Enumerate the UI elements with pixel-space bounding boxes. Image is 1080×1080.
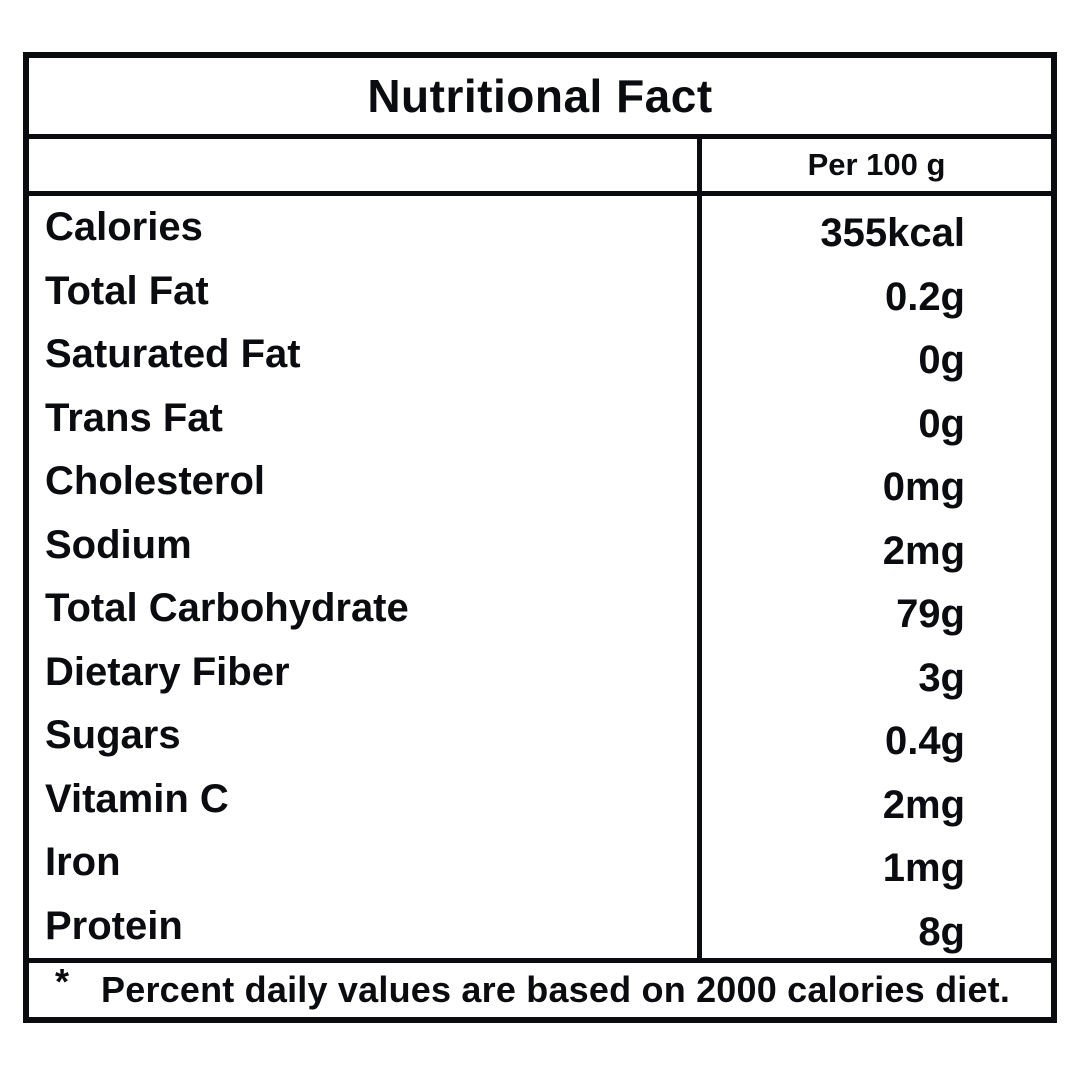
table-row: Cholesterol 0mg [29, 450, 1051, 514]
nutrient-label: Sugars [45, 713, 181, 758]
nutrient-value: 1mg [697, 831, 1051, 895]
table-row: Saturated Fat 0g [29, 323, 1051, 387]
nutrient-value: 2mg [697, 767, 1051, 831]
table-row: Trans Fat 0g [29, 386, 1051, 450]
footnote-text: Percent daily values are based on 2000 c… [101, 969, 1011, 1010]
nutrient-value: 79g [697, 577, 1051, 641]
nutrient-label: Total Fat [45, 268, 209, 313]
nutrient-label: Protein [45, 903, 183, 948]
nutrient-label: Saturated Fat [45, 332, 301, 377]
nutrient-value: 0mg [697, 450, 1051, 514]
nutrient-value: 2mg [697, 513, 1051, 577]
nutrient-label: Trans Fat [45, 395, 223, 440]
table-row: Dietary Fiber 3g [29, 640, 1051, 704]
table-body: Calories 355kcal Total Fat 0.2g Saturate… [29, 196, 1051, 958]
nutrient-value: 8g [697, 894, 1051, 958]
footnote: * Percent daily values are based on 2000… [29, 958, 1051, 1017]
nutrient-label: Iron [45, 840, 121, 885]
nutrient-label: Cholesterol [45, 459, 266, 504]
table-row: Sugars 0.4g [29, 704, 1051, 768]
nutrition-facts-table: Nutritional Fact Per 100 g Calories 355k… [23, 52, 1057, 1023]
header-value-column: Per 100 g [697, 139, 1051, 191]
table-row: Iron 1mg [29, 831, 1051, 895]
nutrient-value: 0g [697, 323, 1051, 387]
table-row: Total Carbohydrate 79g [29, 577, 1051, 641]
table-row: Calories 355kcal [29, 196, 1051, 260]
table-row: Total Fat 0.2g [29, 259, 1051, 323]
nutrient-value: 0.4g [697, 704, 1051, 768]
table-row: Sodium 2mg [29, 513, 1051, 577]
header-label-column-empty [29, 139, 697, 191]
nutrient-value: 355kcal [697, 196, 1051, 260]
nutrient-label: Calories [45, 205, 203, 250]
asterisk-marker: * [55, 961, 70, 1002]
nutrient-label: Vitamin C [45, 776, 229, 821]
table-title: Nutritional Fact [29, 58, 1051, 139]
nutrient-label: Dietary Fiber [45, 649, 290, 694]
nutrient-value: 0g [697, 386, 1051, 450]
nutrient-label: Total Carbohydrate [45, 586, 409, 631]
table-header-row: Per 100 g [29, 139, 1051, 196]
nutrient-label: Sodium [45, 522, 192, 567]
table-row: Protein 8g [29, 894, 1051, 958]
nutrient-value: 3g [697, 640, 1051, 704]
table-row: Vitamin C 2mg [29, 767, 1051, 831]
nutrient-value: 0.2g [697, 259, 1051, 323]
